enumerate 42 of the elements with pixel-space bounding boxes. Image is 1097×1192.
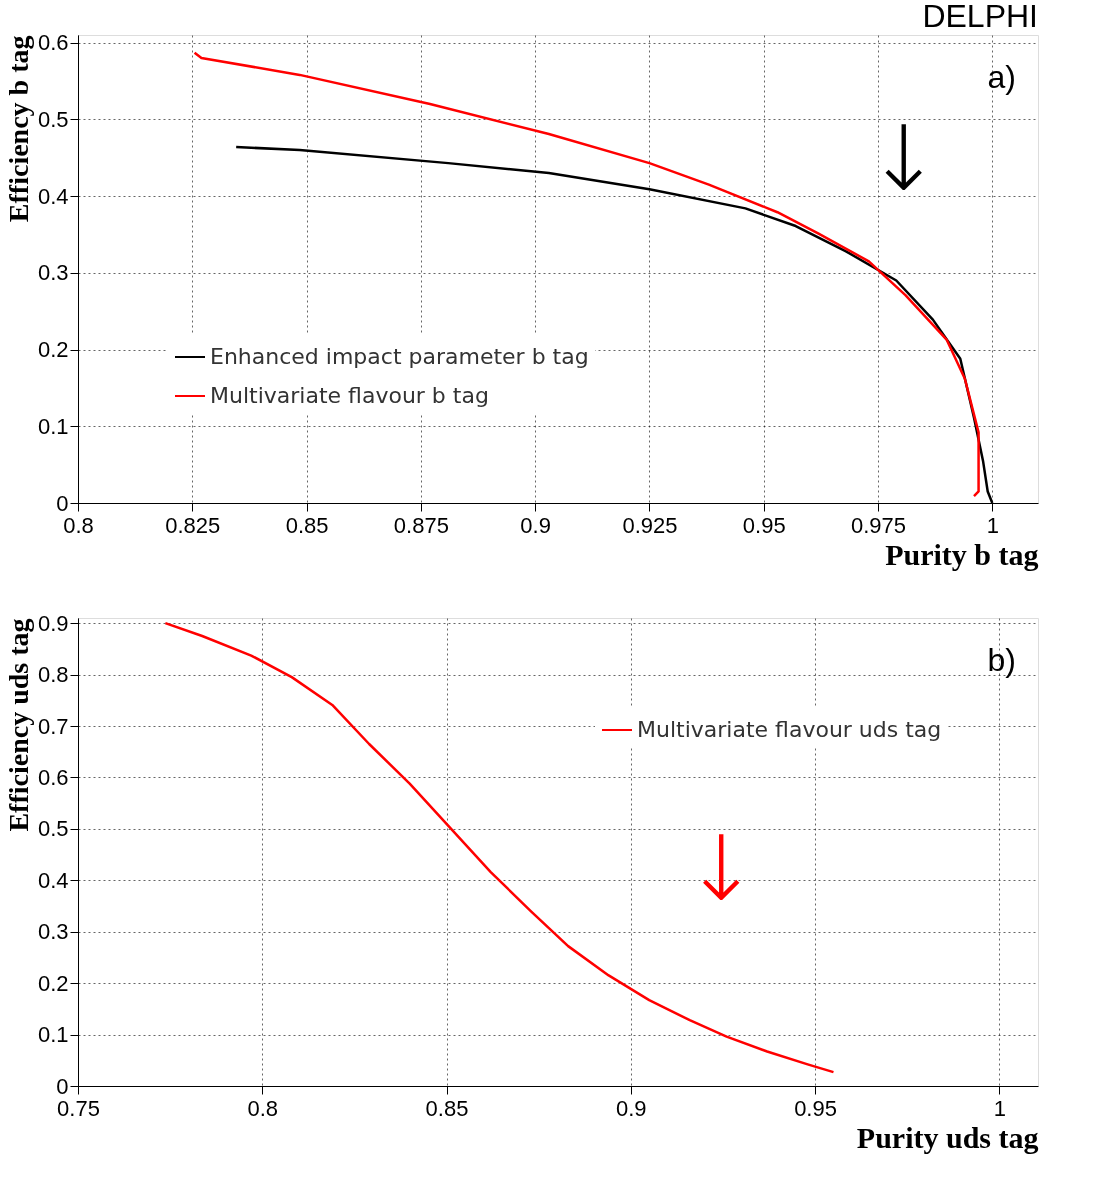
y-tick-label: 0.3 bbox=[37, 260, 69, 286]
x-axis-title: Purity b tag bbox=[885, 537, 1039, 571]
y-tick-label: 0.8 bbox=[37, 662, 69, 688]
x-tick-label: 0.975 bbox=[850, 512, 907, 538]
y-tick-label: 0.6 bbox=[37, 764, 69, 790]
x-tick-label: 0.925 bbox=[622, 512, 678, 538]
y-tick-label: 0.9 bbox=[37, 610, 69, 636]
y-tick-label: 0.2 bbox=[37, 970, 69, 996]
y-tick-label: 0.1 bbox=[37, 1022, 69, 1048]
y-tick-label: 0.6 bbox=[37, 30, 69, 56]
x-tick-label: 0.9 bbox=[615, 1095, 647, 1121]
chart-title: DELPHI bbox=[922, 0, 1038, 34]
y-tick-label: 0.3 bbox=[37, 919, 69, 945]
y-tick-label: 0.4 bbox=[37, 183, 69, 209]
y-tick-label: 0 bbox=[56, 490, 69, 516]
legend-label: Multivariate flavour uds tag bbox=[637, 717, 942, 742]
x-tick-label: 0.8 bbox=[247, 1095, 279, 1121]
x-tick-label: 0.95 bbox=[742, 512, 786, 538]
y-axis-title: Efficiency uds tag bbox=[2, 618, 34, 832]
x-tick-label: 1 bbox=[986, 512, 999, 538]
annotation: b) bbox=[987, 642, 1016, 678]
legend-label: Multivariate flavour b tag bbox=[210, 383, 489, 408]
y-tick-label: 0.1 bbox=[37, 413, 69, 439]
legend-label: Enhanced impact parameter b tag bbox=[210, 344, 589, 369]
y-axis-title: Efficiency b tag bbox=[2, 35, 34, 223]
x-tick-label: 0.85 bbox=[425, 1095, 469, 1121]
x-tick-label: 0.95 bbox=[794, 1095, 837, 1121]
x-tick-label: 0.825 bbox=[165, 512, 221, 538]
x-tick-label: 0.85 bbox=[285, 512, 329, 538]
y-tick-label: 0.2 bbox=[37, 337, 69, 363]
x-tick-label: 0.875 bbox=[393, 512, 449, 538]
y-tick-label: 0.5 bbox=[37, 106, 69, 132]
y-tick-label: 0.5 bbox=[37, 816, 69, 842]
y-tick-label: 0.4 bbox=[37, 867, 69, 893]
x-tick-label: 0.9 bbox=[520, 512, 551, 538]
y-tick-label: 0.7 bbox=[37, 713, 69, 739]
annotation: ↓ bbox=[865, 106, 942, 212]
line-series bbox=[193, 51, 980, 498]
annotation: a) bbox=[987, 59, 1016, 95]
x-tick-label: 1 bbox=[993, 1095, 1006, 1121]
annotation: ↓ bbox=[683, 815, 759, 921]
x-axis-title: Purity uds tag bbox=[856, 1120, 1039, 1154]
